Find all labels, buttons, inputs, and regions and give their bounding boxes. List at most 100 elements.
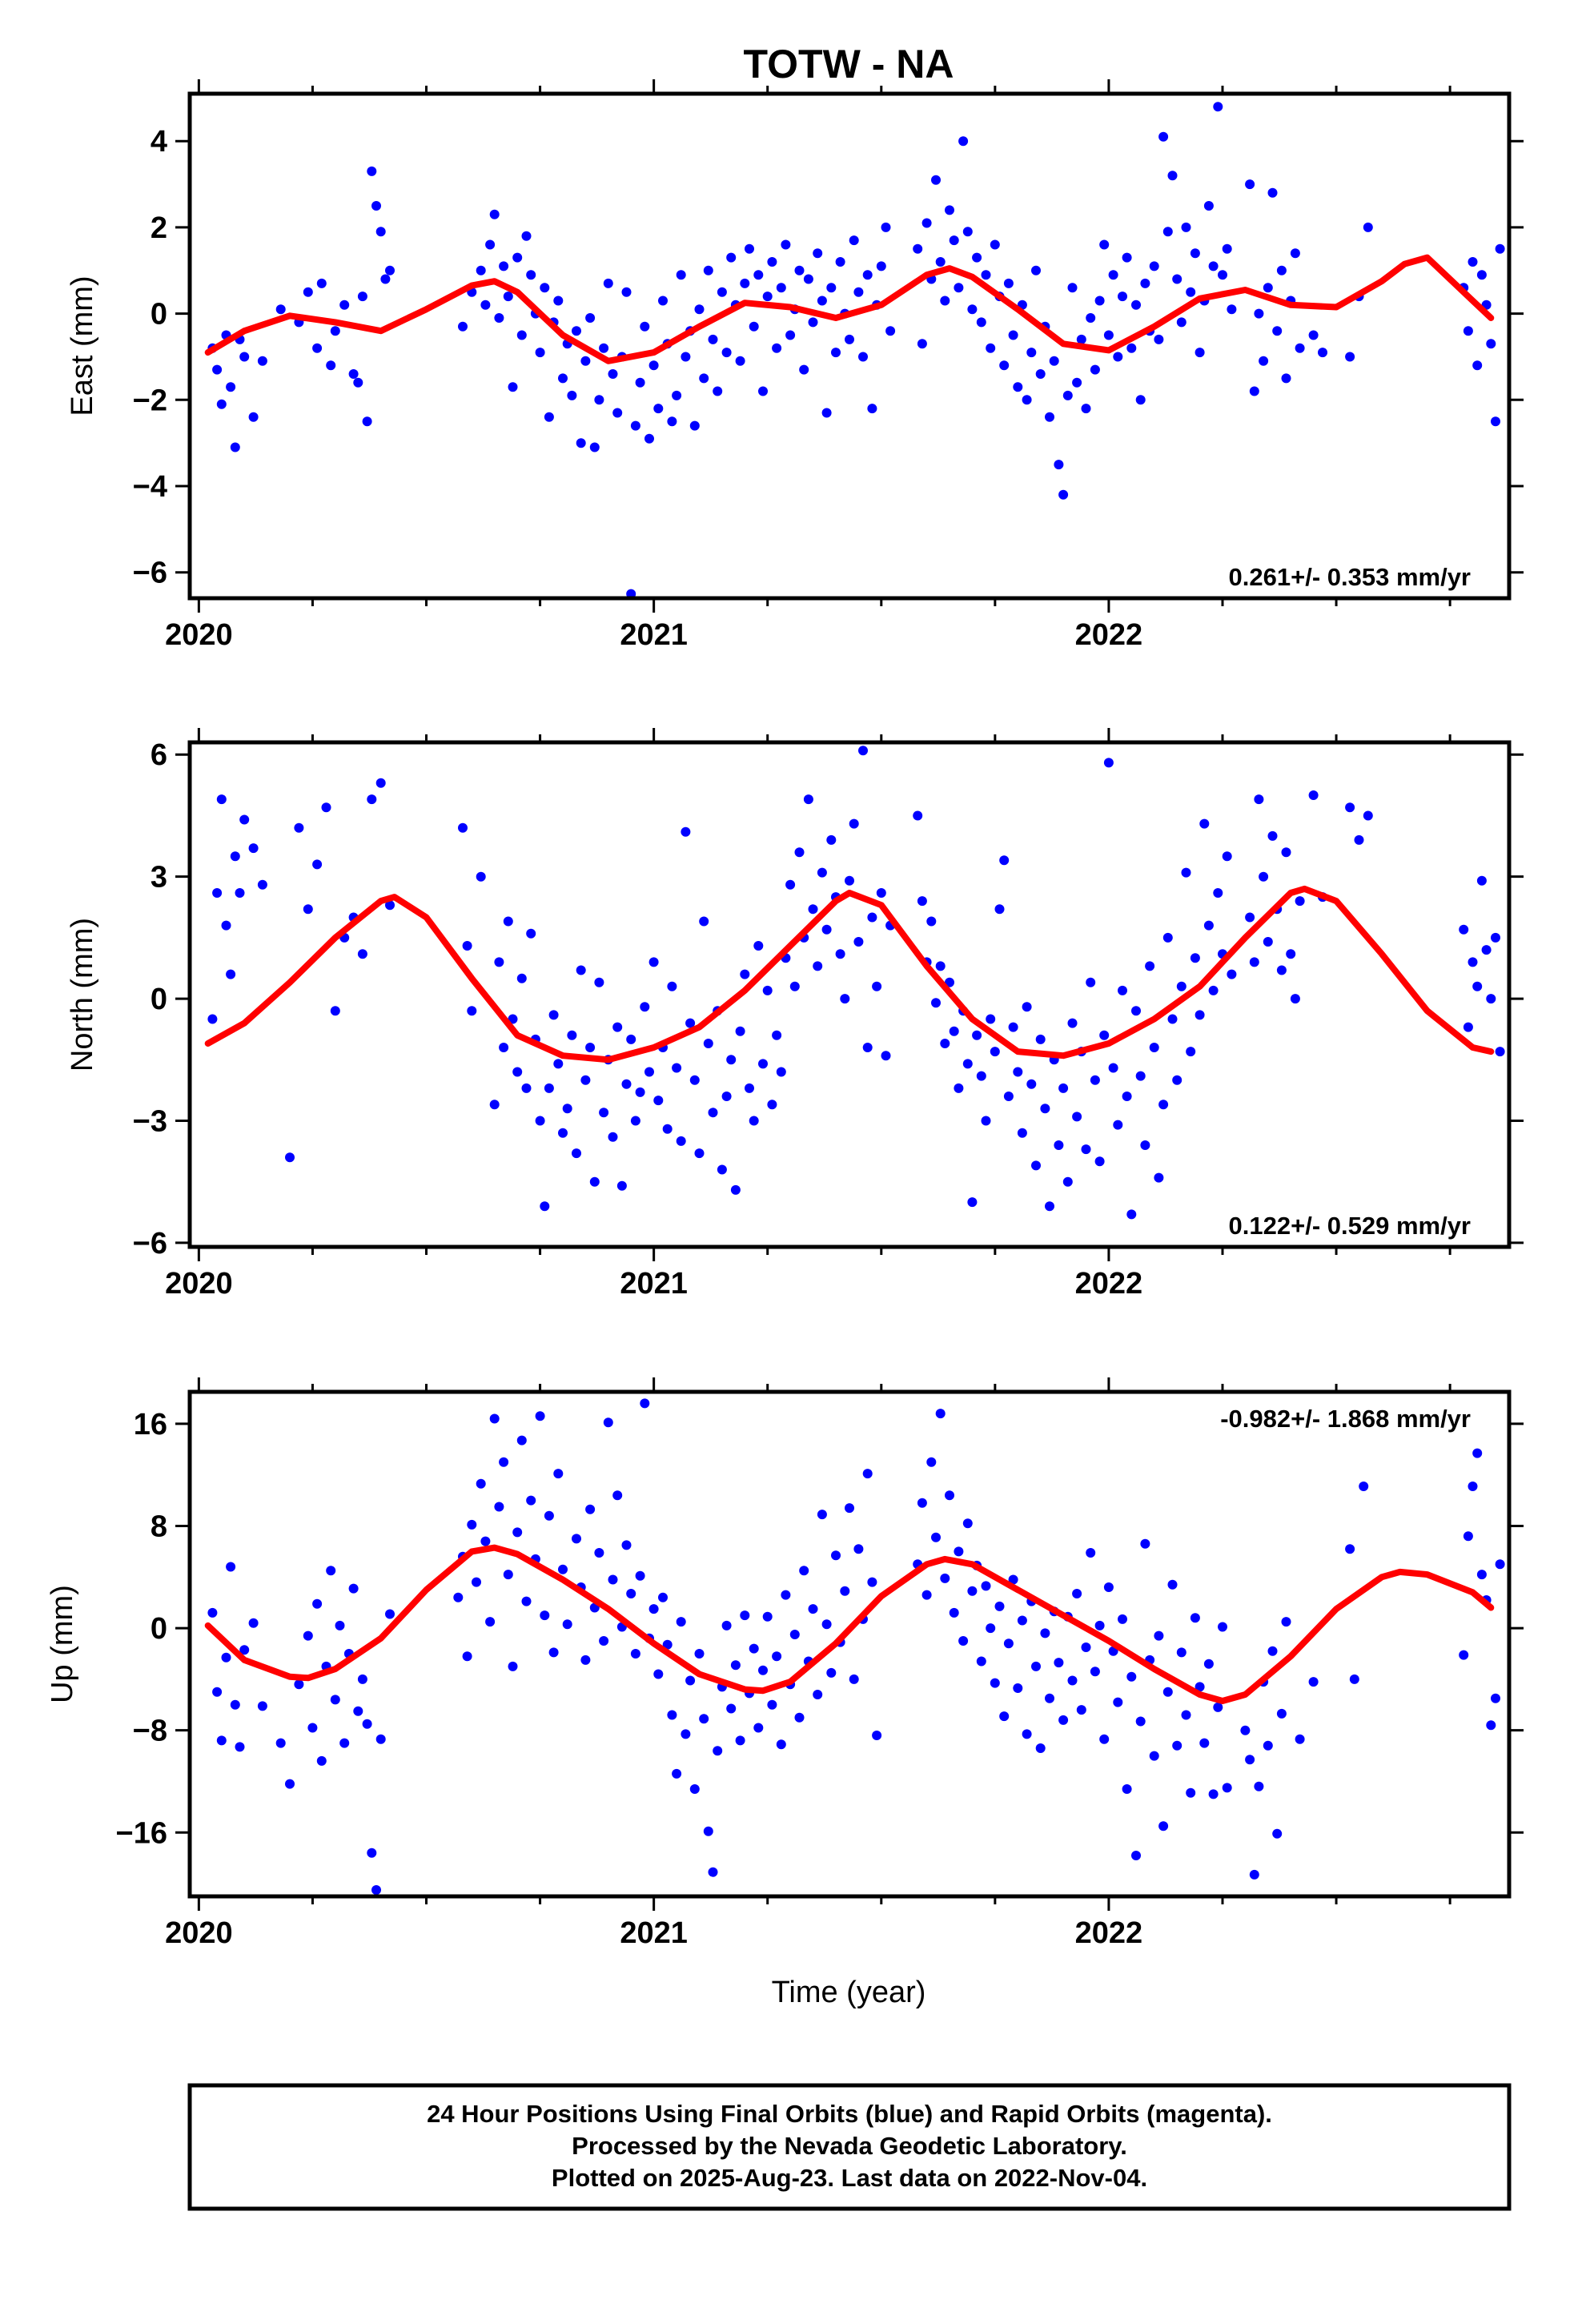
data-point	[940, 1039, 950, 1048]
data-point	[1131, 1006, 1141, 1016]
data-point	[699, 916, 709, 927]
y-axis-title-up: Up (mm)	[46, 1585, 79, 1703]
data-point	[1158, 1100, 1169, 1110]
data-point	[762, 292, 773, 302]
data-point	[772, 1651, 782, 1662]
data-point	[1468, 257, 1478, 267]
data-point	[230, 442, 240, 452]
data-point	[1031, 1160, 1041, 1171]
data-point	[1267, 1646, 1278, 1656]
data-point	[1345, 802, 1355, 813]
data-point	[735, 1735, 745, 1746]
data-point	[685, 1675, 696, 1686]
data-point	[745, 1083, 754, 1093]
data-point	[1176, 317, 1186, 328]
data-point	[986, 1623, 996, 1634]
data-point	[694, 304, 705, 315]
data-point	[676, 1136, 686, 1146]
data-point	[385, 1609, 395, 1619]
data-point	[976, 317, 986, 328]
data-point	[1249, 386, 1259, 396]
data-point	[1167, 171, 1178, 181]
data-point	[608, 369, 618, 379]
data-point	[1031, 265, 1041, 275]
data-point	[526, 1495, 536, 1506]
data-point	[954, 283, 964, 293]
data-point	[553, 296, 564, 306]
data-point	[648, 1604, 659, 1614]
data-point	[603, 278, 613, 288]
data-point	[1008, 1022, 1018, 1032]
data-point	[917, 1498, 927, 1508]
data-point	[976, 1656, 986, 1667]
data-point	[226, 969, 236, 979]
y-tick-label: −4	[133, 470, 167, 504]
data-point	[548, 1010, 559, 1020]
data-point	[357, 292, 367, 302]
data-point	[1067, 283, 1078, 293]
data-point	[1140, 278, 1150, 288]
data-point	[1072, 1112, 1082, 1122]
data-point	[1213, 102, 1223, 112]
data-point	[499, 1457, 509, 1467]
data-point	[599, 1108, 609, 1118]
data-point	[913, 243, 923, 254]
data-point	[1463, 1022, 1473, 1032]
y-tick-label: 2	[151, 211, 167, 245]
data-point	[1486, 994, 1496, 1004]
data-point	[767, 257, 777, 267]
x-tick-label: 2020	[165, 1267, 233, 1301]
data-point	[540, 283, 550, 293]
data-point	[1022, 1729, 1032, 1739]
data-point	[1099, 1734, 1110, 1744]
data-point	[303, 1630, 313, 1641]
y-tick-label: 6	[151, 738, 167, 772]
data-point	[962, 227, 973, 237]
data-point	[616, 1180, 627, 1191]
data-point	[635, 1087, 645, 1097]
data-point	[1090, 1075, 1100, 1085]
data-point	[1076, 1705, 1086, 1715]
data-point	[562, 1104, 572, 1114]
data-point	[1035, 1034, 1046, 1044]
data-point	[726, 252, 737, 263]
data-point	[681, 1729, 691, 1739]
data-point	[1081, 404, 1091, 414]
data-point	[326, 360, 336, 371]
data-point	[371, 201, 381, 211]
data-point	[1363, 222, 1373, 232]
data-point	[1190, 1613, 1200, 1623]
data-point	[212, 364, 223, 375]
data-point	[285, 1152, 295, 1163]
data-point	[703, 265, 713, 275]
data-point	[1491, 1693, 1500, 1703]
data-point	[999, 360, 1010, 371]
data-point	[1472, 981, 1483, 991]
data-point	[1062, 1176, 1073, 1187]
data-point	[958, 136, 969, 147]
data-point	[721, 1620, 732, 1630]
data-point	[999, 1711, 1010, 1722]
data-point	[1208, 985, 1219, 995]
data-point	[1031, 1661, 1041, 1671]
data-point	[867, 404, 877, 414]
data-point	[785, 330, 796, 340]
data-point	[689, 1784, 700, 1794]
data-point	[503, 292, 513, 302]
data-point	[594, 1548, 604, 1558]
data-point	[303, 904, 313, 915]
data-point	[990, 1047, 1000, 1057]
data-point	[1017, 1128, 1027, 1138]
data-point	[1058, 489, 1069, 500]
data-point	[476, 1478, 486, 1489]
data-point	[1276, 965, 1287, 975]
data-point	[516, 973, 527, 983]
data-point	[1495, 1047, 1505, 1057]
data-point	[672, 1063, 682, 1073]
data-point	[540, 1610, 550, 1621]
data-point	[1049, 356, 1059, 366]
data-point	[849, 818, 859, 829]
data-point	[753, 1723, 764, 1733]
data-point	[945, 977, 954, 987]
y-tick-label: 0	[151, 983, 167, 1016]
